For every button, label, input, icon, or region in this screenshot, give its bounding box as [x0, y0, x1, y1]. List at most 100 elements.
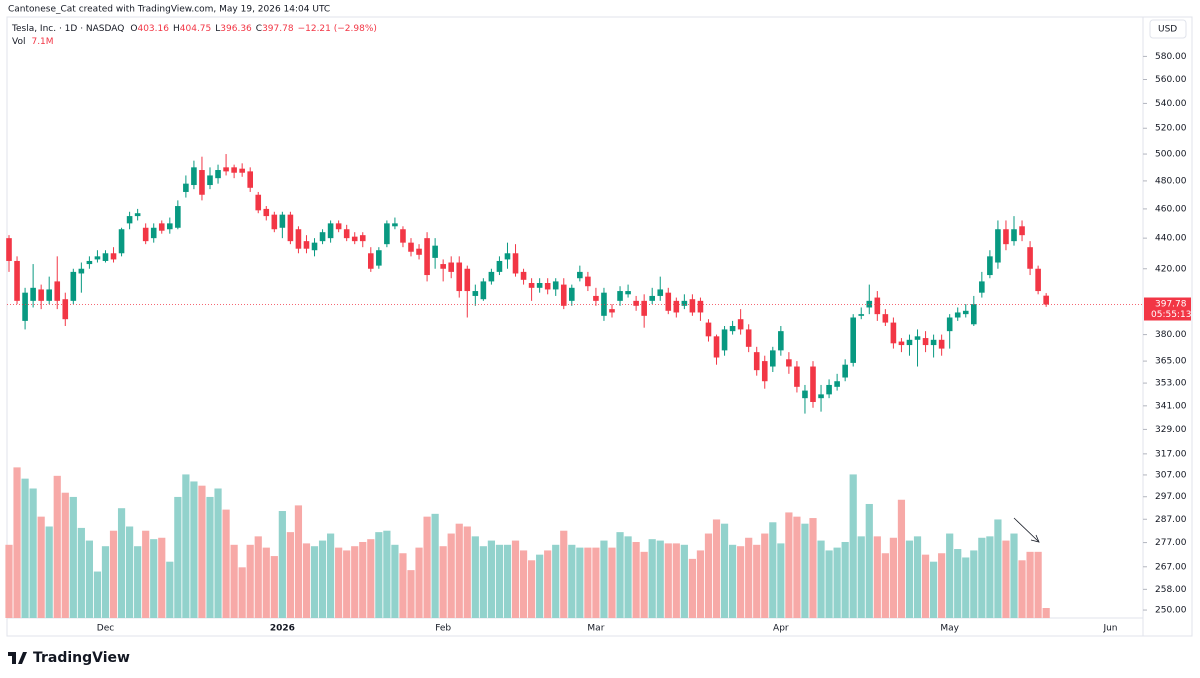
candle-body	[560, 284, 567, 306]
candle-body	[1003, 229, 1009, 245]
volume-bar	[938, 553, 946, 618]
y-tick-label: 500.00	[1155, 150, 1187, 160]
y-tick-label: 287.00	[1155, 515, 1187, 525]
volume-bar	[69, 496, 77, 618]
volume-bar	[230, 544, 238, 618]
candle-body	[689, 299, 696, 313]
annotation-arrowhead	[1030, 534, 1040, 543]
candle-body	[593, 295, 599, 301]
volume-bar	[53, 475, 61, 618]
x-tick-label: Jun	[1102, 624, 1117, 634]
volume-bar	[720, 523, 729, 618]
volume-bar	[777, 543, 785, 618]
volume-bar	[865, 503, 873, 618]
candle-body	[359, 235, 366, 242]
candle-body	[231, 167, 237, 173]
candle-body	[625, 291, 631, 295]
volume-bar	[166, 561, 174, 618]
y-tick-label: 341.00	[1155, 401, 1187, 411]
volume-bar	[278, 511, 286, 618]
candle-body	[263, 208, 270, 217]
volume-bar	[150, 539, 158, 618]
volume-bar	[407, 570, 415, 618]
candle-body	[110, 253, 117, 260]
y-tick-label: 267.00	[1155, 562, 1187, 572]
candle-body	[22, 292, 28, 321]
volume-bar	[431, 513, 439, 618]
volume-bar	[270, 556, 278, 618]
candle-body	[351, 236, 358, 242]
volume-bar	[29, 488, 37, 618]
volume-bar	[1034, 551, 1042, 618]
volume-bar	[552, 544, 560, 618]
candle-body	[617, 291, 623, 301]
volume-bar	[294, 505, 303, 618]
volume-bar	[672, 543, 680, 618]
volume-bar	[126, 526, 134, 618]
candle-body	[183, 183, 189, 192]
candle-body	[544, 283, 551, 290]
candle-body	[729, 325, 736, 332]
volume-bar	[423, 516, 431, 618]
legend-title: Tesla, Inc. · 1D · NASDAQ	[12, 24, 125, 34]
volume-bar	[592, 547, 600, 618]
volume-bar	[286, 532, 294, 618]
candle-body	[207, 175, 213, 186]
volume-bar	[222, 509, 230, 618]
y-tick-label: 460.00	[1155, 204, 1187, 214]
y-tick-label: 250.00	[1155, 606, 1187, 616]
candle-body	[601, 292, 607, 316]
volume-bar	[5, 544, 13, 618]
candle-body	[552, 281, 559, 290]
candle-body	[882, 314, 889, 323]
volume-bar	[873, 536, 881, 618]
candle-body	[930, 339, 937, 346]
ohlc-label: O	[130, 24, 138, 34]
candle-body	[810, 366, 816, 402]
volume-bar	[946, 533, 954, 618]
volume-bar	[471, 536, 479, 618]
volume-bar	[696, 550, 705, 618]
volume-bar	[206, 496, 214, 618]
candle-body	[577, 271, 583, 279]
candle-body	[46, 289, 52, 301]
candle-body	[6, 238, 12, 261]
candle-body	[408, 242, 414, 252]
x-tick-label: Mar	[587, 624, 604, 634]
volume-bar	[1002, 540, 1010, 618]
candle-body	[456, 262, 463, 292]
volume-bar	[785, 512, 793, 618]
candle-body	[874, 297, 881, 315]
volume-bar	[881, 553, 889, 618]
candle-body	[504, 253, 511, 260]
candle-body	[496, 260, 503, 272]
candle-body	[62, 299, 69, 320]
x-tick-label: Apr	[773, 624, 789, 634]
candle-body	[343, 229, 350, 239]
volume-bar	[174, 496, 182, 618]
x-tick-label: Dec	[97, 624, 114, 634]
candle-body	[38, 289, 44, 301]
volume-bar	[970, 550, 978, 618]
candle-body	[432, 245, 438, 258]
candle-body	[1027, 247, 1033, 269]
volume-bar	[214, 488, 222, 618]
candle-body	[705, 322, 712, 337]
candle-body	[721, 329, 728, 351]
candle-body	[778, 331, 784, 351]
volume-bar	[463, 526, 471, 618]
volume-bar	[327, 533, 335, 618]
candle-body	[319, 232, 326, 242]
candle-body	[697, 300, 704, 313]
y-tick-label: 297.00	[1155, 492, 1187, 502]
volume-bar	[809, 518, 817, 618]
y-tick-label: 277.00	[1155, 538, 1187, 548]
candle-body	[850, 317, 856, 363]
volume-bar	[503, 544, 512, 618]
volume-bar	[238, 567, 246, 618]
volume-value: 7.1M	[31, 37, 54, 47]
volume-bar	[930, 561, 938, 618]
candle-body	[70, 271, 77, 301]
y-tick-label: 560.00	[1155, 75, 1187, 85]
volume-bar	[21, 478, 29, 618]
